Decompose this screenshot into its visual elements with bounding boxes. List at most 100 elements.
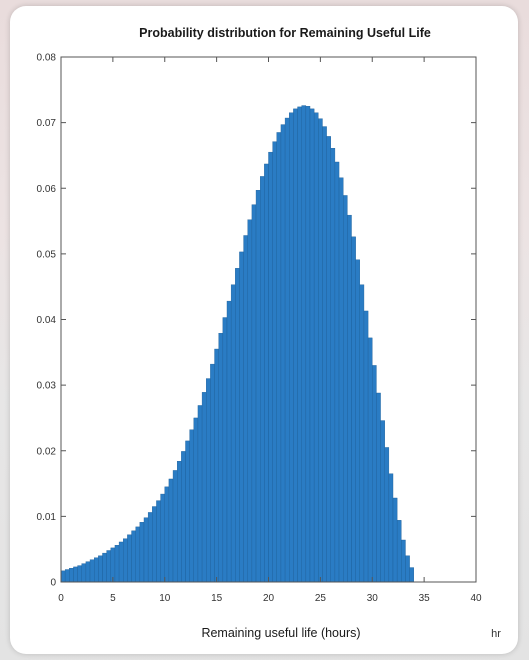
histogram-bar: [118, 541, 124, 583]
histogram-bar: [197, 405, 203, 583]
histogram-bar: [347, 214, 352, 583]
histogram-bar: [64, 569, 70, 583]
histogram-bar: [193, 417, 199, 583]
histogram-bar: [388, 473, 394, 583]
histogram-bar: [313, 112, 319, 583]
histogram-bar: [309, 108, 315, 583]
histogram-bar: [264, 163, 269, 583]
histogram-bar: [131, 530, 136, 583]
histogram-bar: [251, 204, 257, 583]
histogram-bar: [189, 429, 194, 583]
y-tick-label: 0.03: [37, 381, 57, 392]
histogram-bar: [81, 563, 87, 583]
histogram-bar: [218, 333, 224, 583]
histogram-bar: [235, 268, 240, 583]
histogram-bar: [201, 392, 207, 583]
histogram-bar: [297, 106, 302, 583]
histogram-bar: [181, 451, 186, 583]
histogram-bar: [60, 570, 66, 583]
y-tick-label: 0.08: [37, 53, 57, 64]
x-tick-label: 30: [367, 593, 379, 604]
histogram-bar: [247, 219, 253, 583]
histogram-bar: [147, 512, 153, 583]
x-tick-label: 0: [58, 593, 64, 604]
histogram-bar: [376, 392, 381, 583]
x-tick-label: 40: [470, 593, 482, 604]
y-tick-label: 0.01: [37, 512, 57, 523]
histogram-bar: [73, 566, 78, 583]
histogram-bar: [139, 522, 145, 583]
histogram-bar: [102, 552, 107, 583]
histogram-bar: [405, 555, 410, 583]
histogram-bar: [164, 486, 170, 583]
histogram-bar: [98, 555, 103, 583]
histogram-bar: [326, 136, 331, 583]
histogram-bar: [305, 106, 311, 583]
x-tick-label: 15: [211, 593, 223, 604]
histogram-bar: [284, 117, 290, 583]
histogram-bar: [330, 148, 336, 583]
histogram-bar: [260, 176, 265, 583]
histogram-bar: [143, 517, 149, 583]
histogram-bar: [380, 420, 385, 583]
histogram-bar: [355, 259, 360, 583]
y-tick-label: 0.07: [37, 118, 57, 129]
histogram-bar: [293, 108, 298, 583]
histogram-bar: [255, 190, 261, 583]
histogram-bar: [396, 520, 402, 583]
histogram-bar: [152, 506, 157, 583]
histogram-bar: [338, 177, 344, 583]
histogram-bar: [280, 124, 286, 583]
histogram-bar: [334, 161, 340, 583]
histogram-bar: [127, 534, 132, 583]
histogram-bar: [206, 378, 211, 583]
histogram-bar: [239, 251, 244, 583]
y-tick-label: 0.02: [37, 446, 57, 457]
histogram-bar: [160, 493, 165, 583]
histogram-bar: [409, 567, 414, 583]
y-tick-label: 0.05: [37, 249, 57, 260]
histogram-bar: [110, 547, 116, 583]
y-tick-label: 0.06: [37, 184, 57, 195]
histogram-bar: [363, 310, 369, 583]
histogram-bar: [93, 557, 99, 583]
y-tick-label: 0.04: [37, 315, 57, 326]
histogram-bar: [276, 132, 282, 583]
histogram-bar: [222, 317, 228, 583]
histogram-bar: [185, 440, 190, 583]
histogram-bar: [268, 151, 273, 583]
x-tick-label: 25: [315, 593, 327, 604]
chart-title: Probability distribution for Remaining U…: [139, 26, 431, 40]
y-tick-label: 0: [50, 578, 56, 589]
x-tick-label: 5: [110, 593, 116, 604]
histogram-bar: [230, 284, 236, 583]
histogram-bar: [322, 126, 327, 583]
histogram-bar: [351, 236, 356, 583]
histogram-bar: [172, 470, 178, 583]
y-axis-ticks: 0 0.01 0.02 0.03 0.04 0.05 0.06 0.07 0.08: [37, 53, 476, 589]
histogram-bar: [210, 363, 215, 583]
histogram-bar: [401, 539, 406, 583]
histogram-bars: [60, 105, 414, 583]
x-axis-label: Remaining useful life (hours): [201, 626, 360, 640]
histogram-bar: [301, 105, 307, 583]
histogram-bar: [392, 497, 398, 583]
histogram-bar: [114, 545, 120, 583]
histogram-bar: [156, 500, 161, 583]
histogram-bar: [135, 526, 141, 583]
histogram-bar: [384, 447, 390, 583]
histogram-bar: [343, 195, 348, 583]
histogram-bar: [289, 112, 294, 583]
x-tick-label: 35: [419, 593, 431, 604]
histogram-bar: [272, 141, 277, 583]
x-axis-ticks: 0 5 10 15 20 25 30 35 40: [58, 57, 482, 604]
x-tick-label: 20: [263, 593, 275, 604]
histogram-bar: [123, 538, 128, 583]
histogram-bar: [367, 337, 373, 583]
histogram-bar: [176, 461, 182, 583]
histogram-bar: [243, 235, 248, 583]
x-axis-unit: hr: [491, 628, 501, 640]
histogram-bar: [77, 565, 82, 583]
histogram-bar: [85, 561, 91, 583]
x-tick-label: 10: [159, 593, 171, 604]
